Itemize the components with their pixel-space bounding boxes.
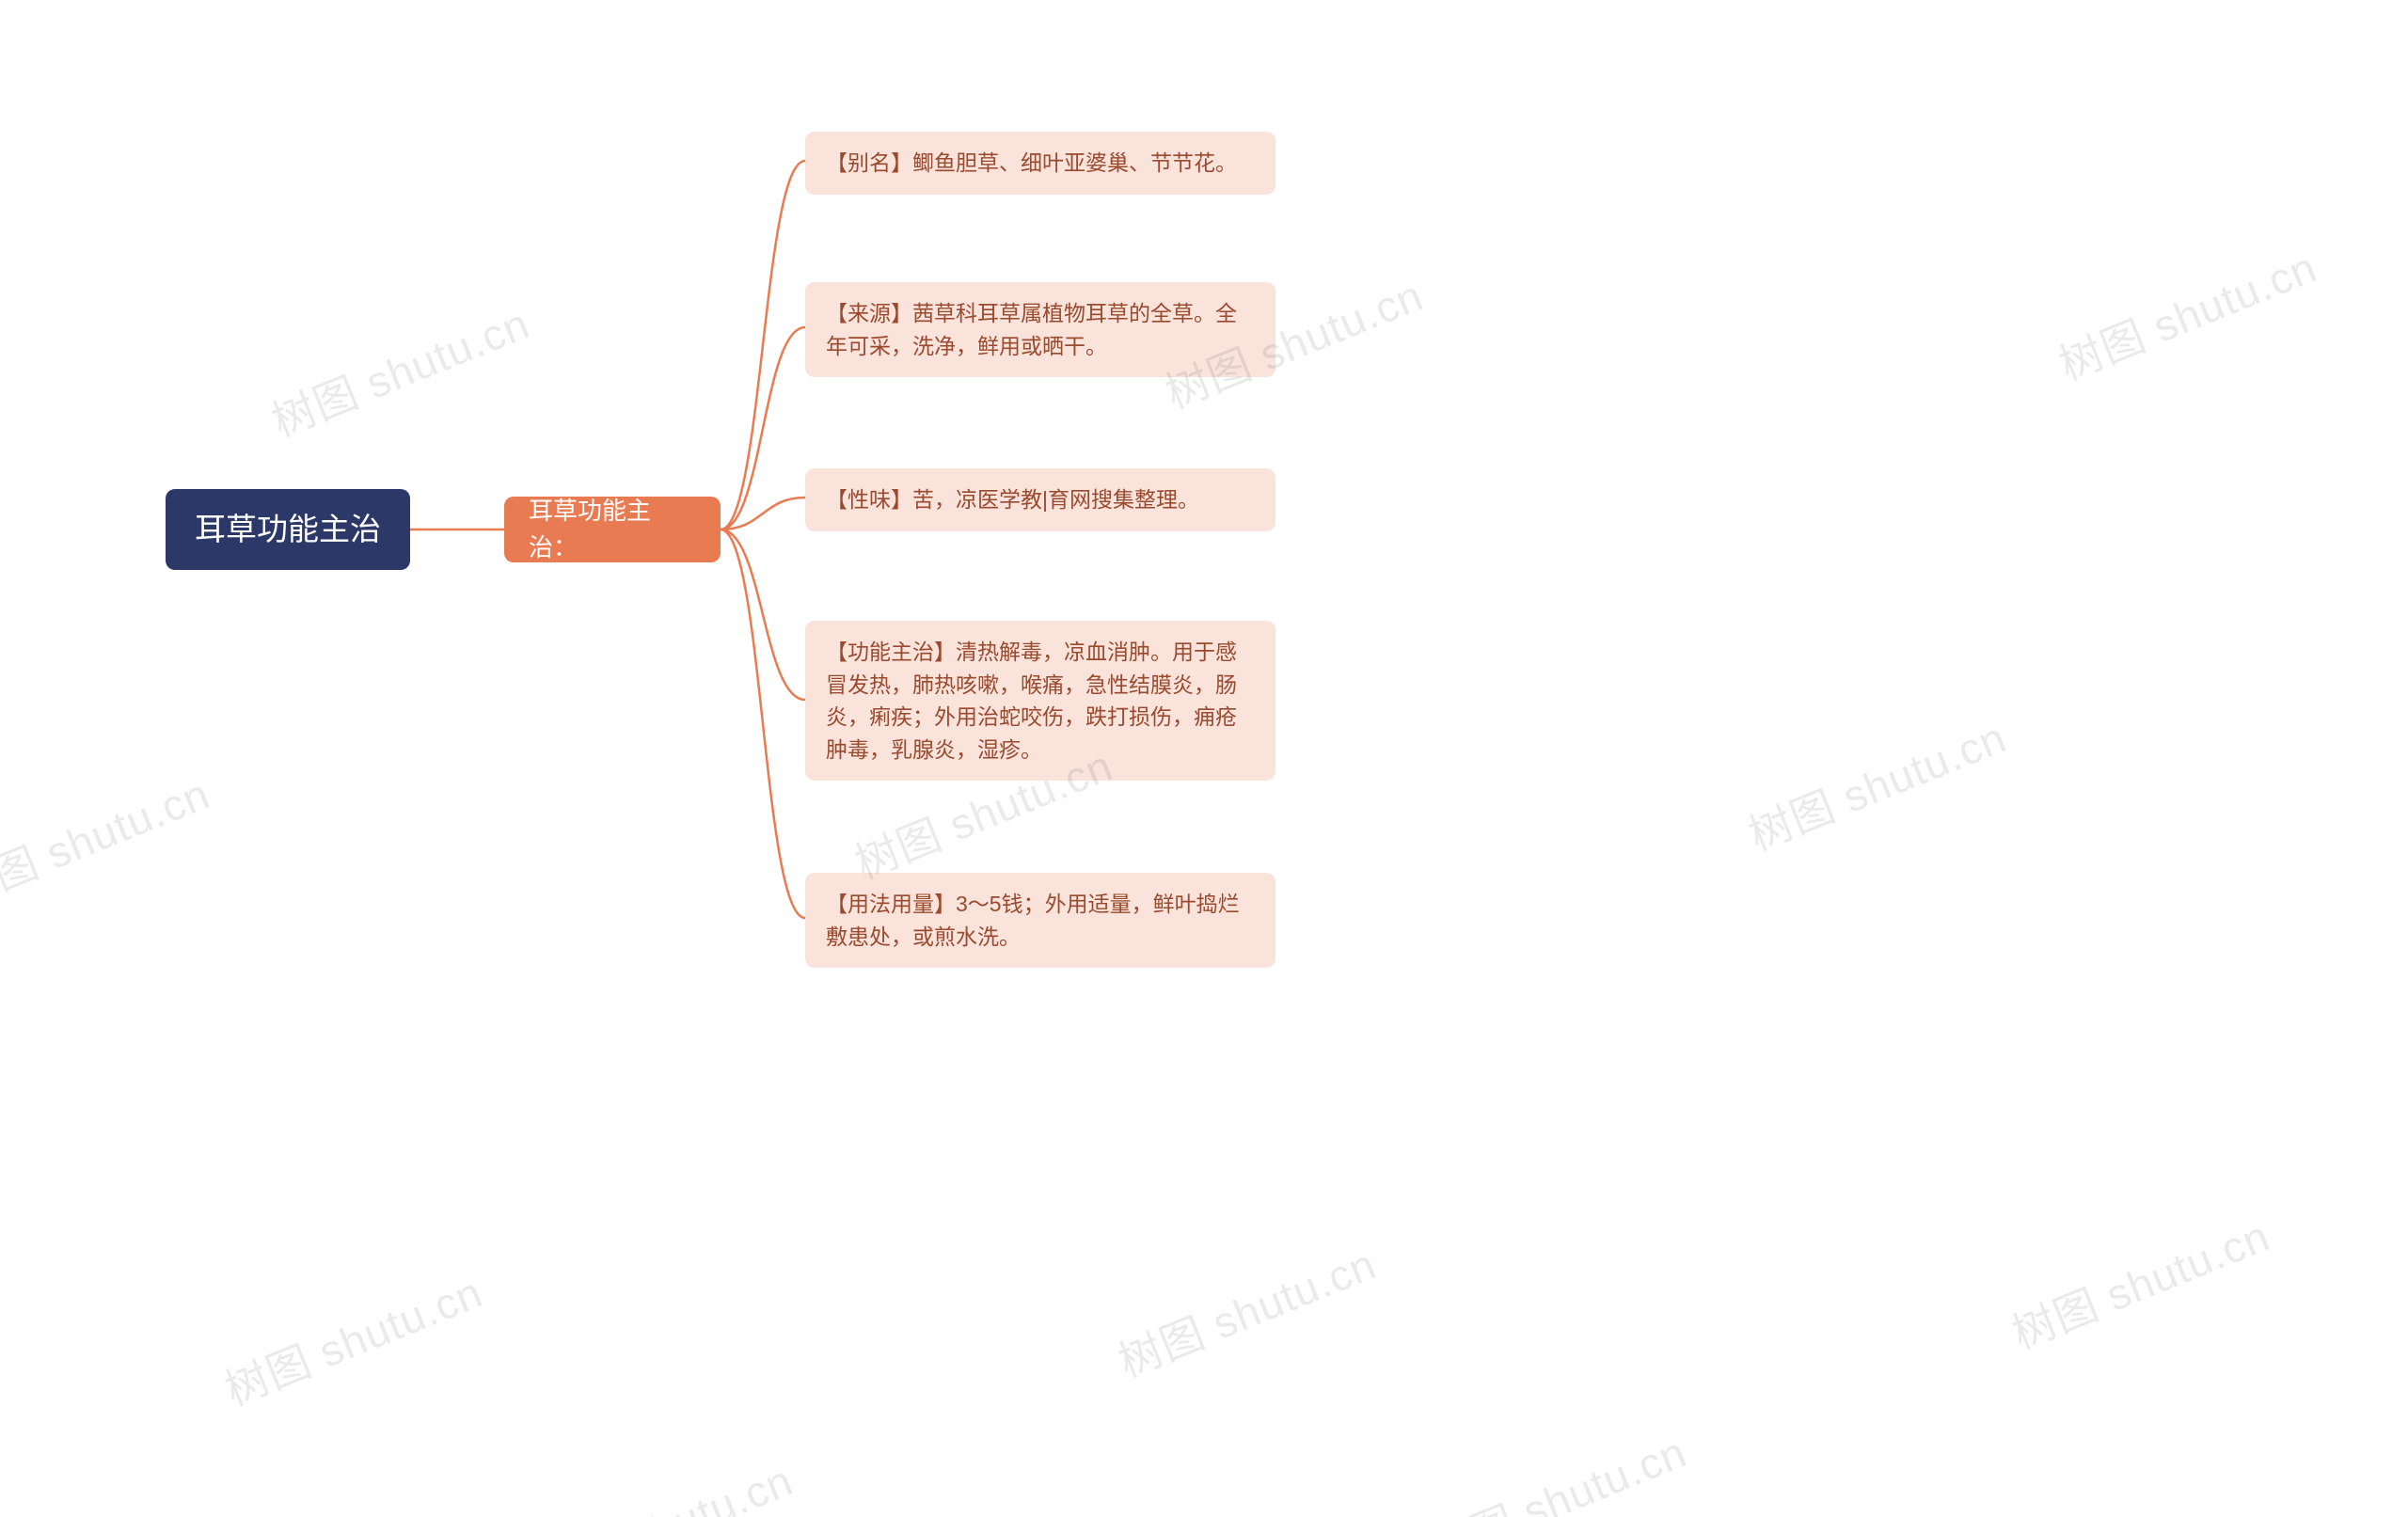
leaf-node: 【来源】茜草科耳草属植物耳草的全草。全年可采，洗净，鲜用或晒干。 [805,282,1275,377]
subroot-label: 耳草功能主治： [529,493,696,566]
canvas: 耳草功能主治 耳草功能主治： 【别名】鲫鱼胆草、细叶亚婆巢、节节花。【来源】茜草… [0,0,2408,1517]
leaf-node: 【性味】苦，凉医学教|育网搜集整理。 [805,468,1275,531]
watermark: 树图 shutu.cn [2002,1202,2277,1362]
root-node: 耳草功能主治 [166,489,410,570]
leaf-node: 【用法用量】3～5钱；外用适量，鲜叶捣烂敷患处，或煎水洗。 [805,873,1275,968]
mindmap: 耳草功能主治 耳草功能主治： 【别名】鲫鱼胆草、细叶亚婆巢、节节花。【来源】茜草… [166,113,1558,959]
leaf-label: 【来源】茜草科耳草属植物耳草的全草。全年可采，洗净，鲜用或晒干。 [826,297,1255,362]
watermark: 树图 shutu.cn [214,1258,490,1418]
subroot-node: 耳草功能主治： [504,497,721,562]
watermark: 树图 shutu.cn [1738,703,2014,863]
watermark: 树图 shutu.cn [2049,233,2324,393]
leaf-label: 【别名】鲫鱼胆草、细叶亚婆巢、节节花。 [826,147,1237,180]
watermark: 树图 shutu.cn [1108,1230,1384,1390]
leaf-node: 【功能主治】清热解毒，凉血消肿。用于感冒发热，肺热咳嗽，喉痛，急性结膜炎，肠炎，… [805,621,1275,781]
leaf-label: 【性味】苦，凉医学教|育网搜集整理。 [826,483,1199,516]
leaf-node: 【别名】鲫鱼胆草、细叶亚婆巢、节节花。 [805,132,1275,195]
watermark: 树图 shutu.cn [1418,1418,1694,1517]
leaf-label: 【用法用量】3～5钱；外用适量，鲜叶捣烂敷患处，或煎水洗。 [826,888,1255,953]
leaf-label: 【功能主治】清热解毒，凉血消肿。用于感冒发热，肺热咳嗽，喉痛，急性结膜炎，肠炎，… [826,636,1255,766]
root-label: 耳草功能主治 [195,506,381,553]
watermark: 树图 shutu.cn [525,1446,800,1517]
